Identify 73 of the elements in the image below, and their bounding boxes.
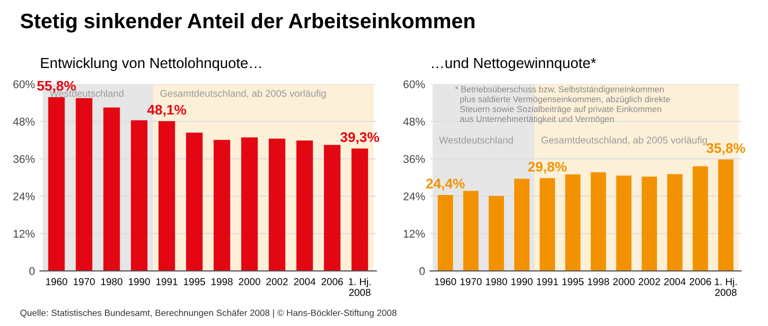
bar <box>48 97 65 271</box>
x-tick-label: 1991 <box>156 278 178 286</box>
x-tick-label: 1990 <box>512 278 533 286</box>
chart-title: Stetig sinkender Anteil der Arbeitseinkommen <box>20 13 474 33</box>
chart-subtitle: Entwicklung von Nettolohnquote… <box>41 57 261 72</box>
data-label: 24,4% <box>426 178 465 190</box>
data-label: 39,3% <box>340 132 380 144</box>
x-tick-label: 1960 <box>435 278 456 286</box>
bar <box>296 140 313 271</box>
bar <box>158 121 176 271</box>
source-note: Quelle: Statistisches Bundesamt, Berechnungen Schäfer 2008 | © Hans-Böckler-Stiftung 2008 <box>20 309 396 318</box>
x-tick-label: 1995 <box>562 278 584 286</box>
bar <box>103 107 120 271</box>
band-label: Gesamtdeutschland, ab 2005 vorläufig <box>541 136 707 146</box>
bar <box>186 132 203 271</box>
x-tick-label: 1995 <box>184 278 206 286</box>
x-tick-label: 1998 <box>588 278 610 286</box>
x-tick-label: 1991 <box>537 278 558 286</box>
y-tick-label: 0 <box>29 267 35 276</box>
y-tick-label: 36% <box>13 155 35 163</box>
x-tick-label: 1980 <box>486 278 508 286</box>
bar <box>352 148 368 271</box>
bar <box>438 194 454 271</box>
y-tick-label: 36% <box>403 155 425 163</box>
x-tick-label: 2000 <box>613 278 635 286</box>
y-tick-label: 24% <box>404 192 425 200</box>
bar <box>642 176 657 271</box>
x-tick-label: 1990 <box>128 278 150 286</box>
y-tick-label: 48% <box>403 118 425 126</box>
y-tick-label: 0 <box>419 267 425 276</box>
bar <box>130 120 148 271</box>
x-tick-label: 1. Hj. 2008 <box>714 278 737 296</box>
bar <box>565 174 580 271</box>
bar <box>76 98 92 271</box>
y-tick-label: 60% <box>404 80 425 88</box>
x-tick-label: 1970 <box>74 278 95 286</box>
bar <box>590 172 606 271</box>
y-tick-label: 60% <box>13 80 35 88</box>
data-label: 48,1% <box>147 104 186 117</box>
data-label: 35,8% <box>706 143 746 155</box>
bar <box>241 137 258 271</box>
band-label: Westdeutschland <box>439 136 513 144</box>
bar <box>667 174 682 271</box>
x-tick-label: 2002 <box>638 278 660 286</box>
bar <box>514 178 530 271</box>
bar <box>214 140 230 271</box>
y-tick-label: 12% <box>14 230 35 238</box>
y-tick-label: 48% <box>13 118 35 126</box>
x-tick-label: 2002 <box>266 278 288 286</box>
bar <box>616 176 632 271</box>
x-tick-label: 1960 <box>46 278 68 286</box>
x-tick-label: 2006 <box>322 278 343 286</box>
y-tick-label: 24% <box>13 192 35 200</box>
y-tick-label: 12% <box>404 230 425 238</box>
bar <box>692 166 708 271</box>
x-tick-label: 1998 <box>212 278 233 286</box>
bar <box>540 178 556 271</box>
band-label: Gesamtdeutschland, ab 2005 vorläufig <box>160 90 326 99</box>
data-label: 29,8% <box>528 162 567 174</box>
x-tick-label: 2004 <box>664 278 686 286</box>
x-tick-label: 2006 <box>690 278 712 286</box>
x-tick-label: 1970 <box>460 278 482 286</box>
bar <box>463 190 479 271</box>
bar <box>268 138 286 271</box>
bar <box>488 196 504 271</box>
x-tick-label: 2000 <box>238 278 260 286</box>
x-tick-label: 1. Hj. 2008 <box>348 278 371 296</box>
x-tick-label: 1980 <box>101 278 122 286</box>
bar <box>718 159 734 271</box>
bar <box>324 144 340 271</box>
x-tick-label: 2004 <box>294 278 316 286</box>
annotation: * Betriebsüberschuss bzw. Selbstständigeneinkommen plus saldierte Vermögenseinkommen, abzüglich direkte Steuern sowie Sozialbeiträge auf private Einkommen aus Unternehmertätigkeit und Vermögen <box>455 86 670 124</box>
chart-subtitle: …und Nettogewinnquote* <box>432 57 596 72</box>
